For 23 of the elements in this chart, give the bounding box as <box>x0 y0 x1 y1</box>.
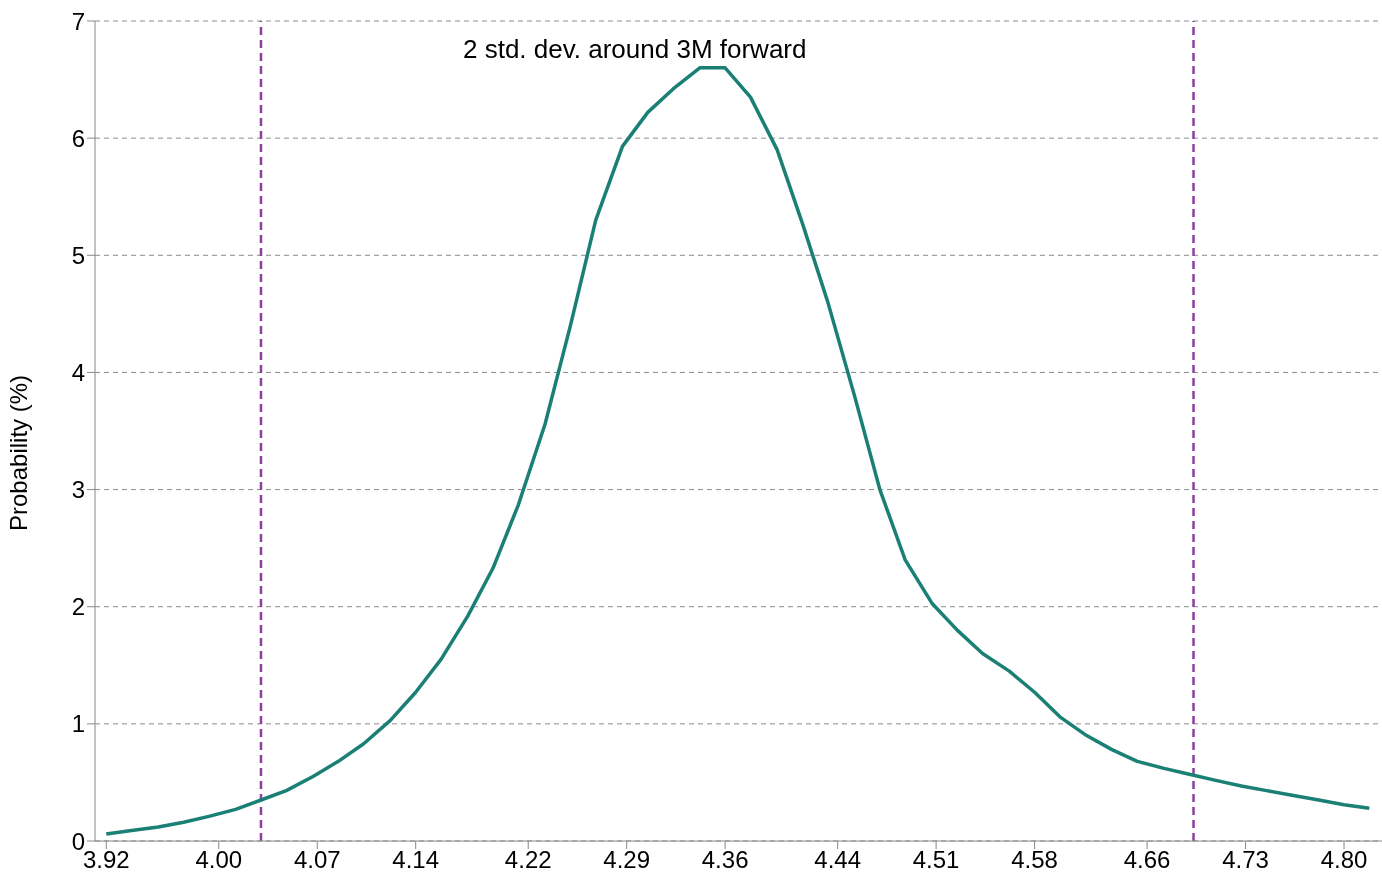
x-tick-label: 4.51 <box>912 846 960 874</box>
y-tick-label: 5 <box>71 241 85 269</box>
x-tick-label: 4.00 <box>195 846 243 874</box>
y-tick-label: 3 <box>71 476 85 504</box>
y-tick-label: 2 <box>71 593 85 621</box>
y-tick-label: 0 <box>71 827 85 855</box>
x-tick-label: 4.07 <box>293 846 341 874</box>
line-series <box>104 66 1372 836</box>
y-tick-label: 7 <box>71 7 85 35</box>
annotation: 2 std. dev. around 3M forward <box>463 34 807 65</box>
x-tick-label: 4.29 <box>603 846 651 874</box>
y-tick-label: 4 <box>71 358 85 386</box>
x-tick-label: 4.36 <box>701 846 749 874</box>
y-tick-label: 1 <box>71 710 85 738</box>
x-tick-label: 4.14 <box>392 846 440 874</box>
x-tick-label: 4.66 <box>1123 846 1171 874</box>
y-tick-label: 6 <box>71 124 85 152</box>
x-tick-label: 4.44 <box>814 846 862 874</box>
x-tick-label: 4.22 <box>504 846 552 874</box>
y-axis-title: Probability (%) <box>4 374 32 531</box>
x-tick-label: 4.58 <box>1011 846 1058 874</box>
x-tick-label: 4.80 <box>1320 846 1368 874</box>
x-tick-label: 4.73 <box>1222 846 1269 874</box>
